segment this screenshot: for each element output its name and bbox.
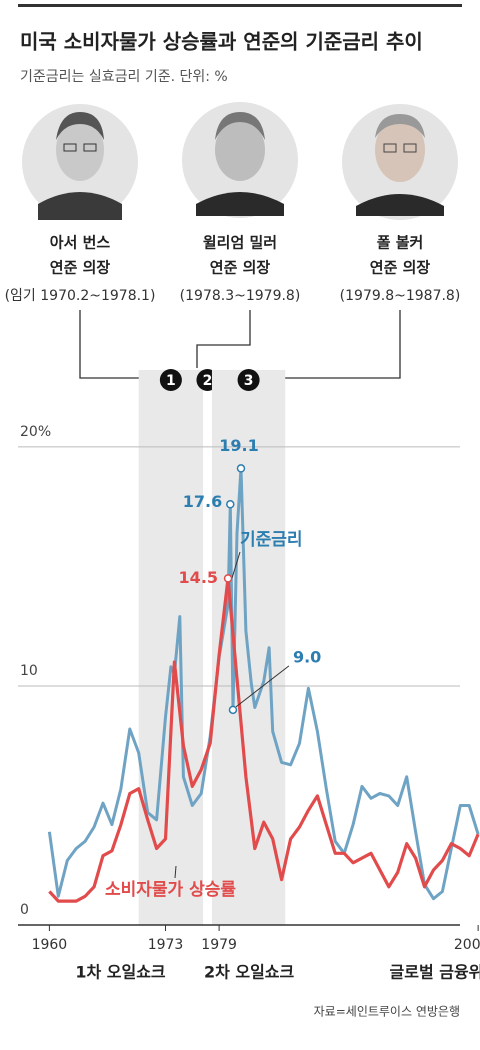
value-label: 14.5 (179, 568, 218, 587)
labeled-point (228, 705, 238, 715)
series-name: 기준금리 (240, 530, 303, 550)
term-marker (237, 369, 260, 391)
person-role: 연준 의장 (50, 259, 111, 277)
person-role: 연준 의장 (370, 259, 431, 277)
y-tick-label: 0 (20, 902, 29, 918)
labeled-point (226, 500, 235, 509)
term-marker-label: 3 (244, 373, 254, 389)
event-label: 글로벌 금융위기 (390, 963, 480, 982)
person-term: (1978.3~1979.8) (180, 288, 301, 304)
term-marker-label: 2 (203, 373, 213, 389)
person-name: 폴 볼커 (377, 234, 424, 252)
portrait (182, 102, 298, 218)
person-term: (임기 1970.2~1978.1) (5, 288, 156, 304)
plot: 1 2 3 0 10 20% 1960 1973 1979 2008년 1차 오일쇼크 2차 오일쇼크… (18, 369, 480, 982)
x-tick-label: 1973 (148, 937, 184, 953)
event-label: 2차 오일쇼크 (204, 963, 295, 982)
x-tick-label: 1960 (32, 937, 68, 953)
series-name-leader (231, 551, 241, 579)
y-tick-label: 20% (20, 424, 51, 440)
person-term: (1979.8~1987.8) (340, 288, 461, 304)
connector (79, 310, 401, 379)
x-tick-label: 2008년 (454, 937, 480, 953)
value-label: 19.1 (219, 436, 258, 455)
labeled-point (223, 574, 233, 583)
value-label: 9.0 (293, 647, 321, 666)
portrait (342, 104, 458, 220)
x-tick-label: 1979 (201, 937, 237, 953)
person-role: 연준 의장 (210, 259, 271, 277)
portrait (22, 104, 138, 220)
label-leader (235, 665, 290, 708)
event-label: 1차 오일쇼크 (75, 963, 166, 982)
term-marker-label: 1 (166, 373, 176, 389)
term-shade (138, 370, 204, 925)
chart-subtitle: 기준금리는 실효금리 기준. 단위: % (20, 69, 228, 85)
person-name: 윌리엄 밀러 (203, 234, 277, 252)
series-line (48, 576, 480, 903)
y-tick-label: 10 (20, 663, 38, 679)
source: 자료=세인트루이스 연방은행 (314, 1004, 460, 1019)
series-name: 소비자물가 상승률 (105, 880, 236, 900)
series-line (47, 466, 480, 901)
person-name: 아서 번스 (50, 234, 111, 252)
term-marker (159, 369, 182, 391)
chart-title: 미국 소비자물가 상승률과 연준의 기준금리 추이 (20, 30, 423, 54)
top-rule (18, 4, 462, 7)
labeled-point (236, 464, 246, 473)
value-label: 17.6 (183, 492, 222, 511)
series-name-leader (174, 865, 177, 879)
